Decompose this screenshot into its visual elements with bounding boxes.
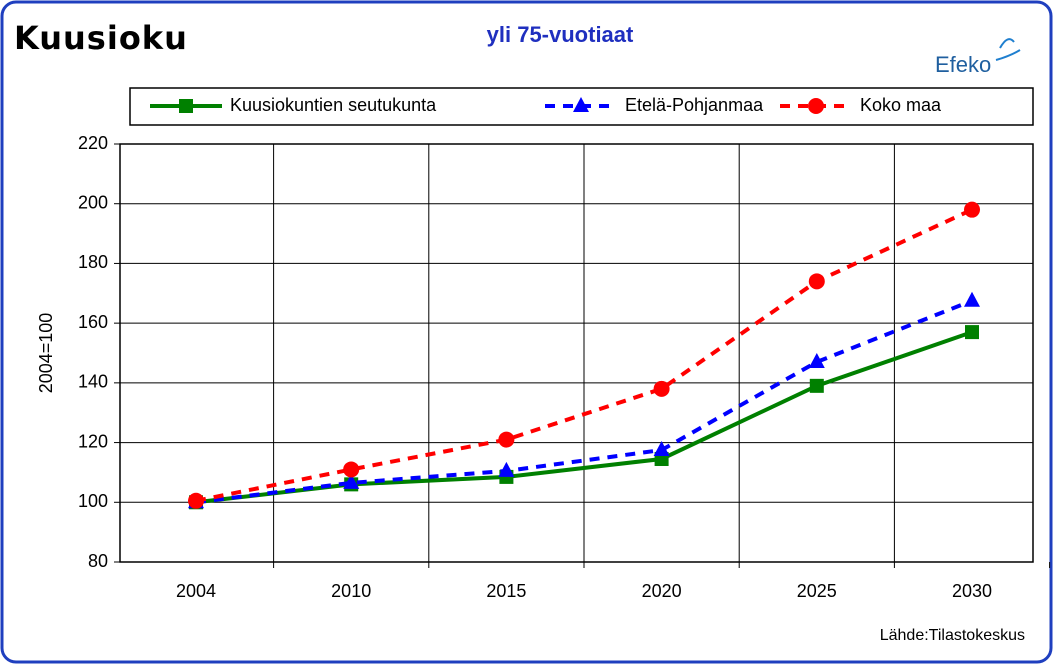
y-tick-label: 120 [78,431,108,451]
legend-label: Etelä-Pohjanmaa [625,95,764,115]
y-tick-label: 80 [88,551,108,571]
marker [808,98,824,114]
plot-border [119,143,1034,563]
x-tick-label: 2004 [176,581,216,601]
x-tick-label: 2020 [642,581,682,601]
x-tick-label: 2010 [331,581,371,601]
y-tick-label: 180 [78,252,108,272]
legend-label: Kuusiokuntien seutukunta [230,95,437,115]
marker [179,99,193,113]
chart-title: yli 75-vuotiaat [487,22,634,47]
logo-swoosh [995,38,1021,61]
logo: Efeko [935,52,991,77]
marker [573,97,589,112]
marker [653,380,670,397]
marker [808,352,825,368]
marker [498,431,515,448]
marker [964,291,980,307]
x-tick-label: 2015 [486,581,526,601]
marker [653,441,670,457]
y-tick-label: 220 [78,133,108,153]
legend-label: Koko maa [860,95,942,115]
y-tick-label: 160 [78,312,108,332]
brand: Kuusioku [14,19,188,57]
y-tick-label: 200 [78,192,108,212]
x-tick-label: 2030 [952,581,992,601]
marker [808,273,825,290]
y-tick-label: 100 [78,491,108,511]
marker [964,201,980,218]
y-axis-label: 2004=100 [36,313,56,394]
marker [498,461,515,477]
series-line [195,207,973,503]
marker [188,492,204,509]
marker [809,378,824,393]
source: Lähde:Tilastokeskus [880,627,1025,644]
marker [343,473,360,489]
marker [343,461,360,478]
marker [965,325,979,340]
series-line [195,298,973,505]
y-tick-label: 140 [78,372,108,392]
x-tick-label: 2025 [797,581,837,601]
